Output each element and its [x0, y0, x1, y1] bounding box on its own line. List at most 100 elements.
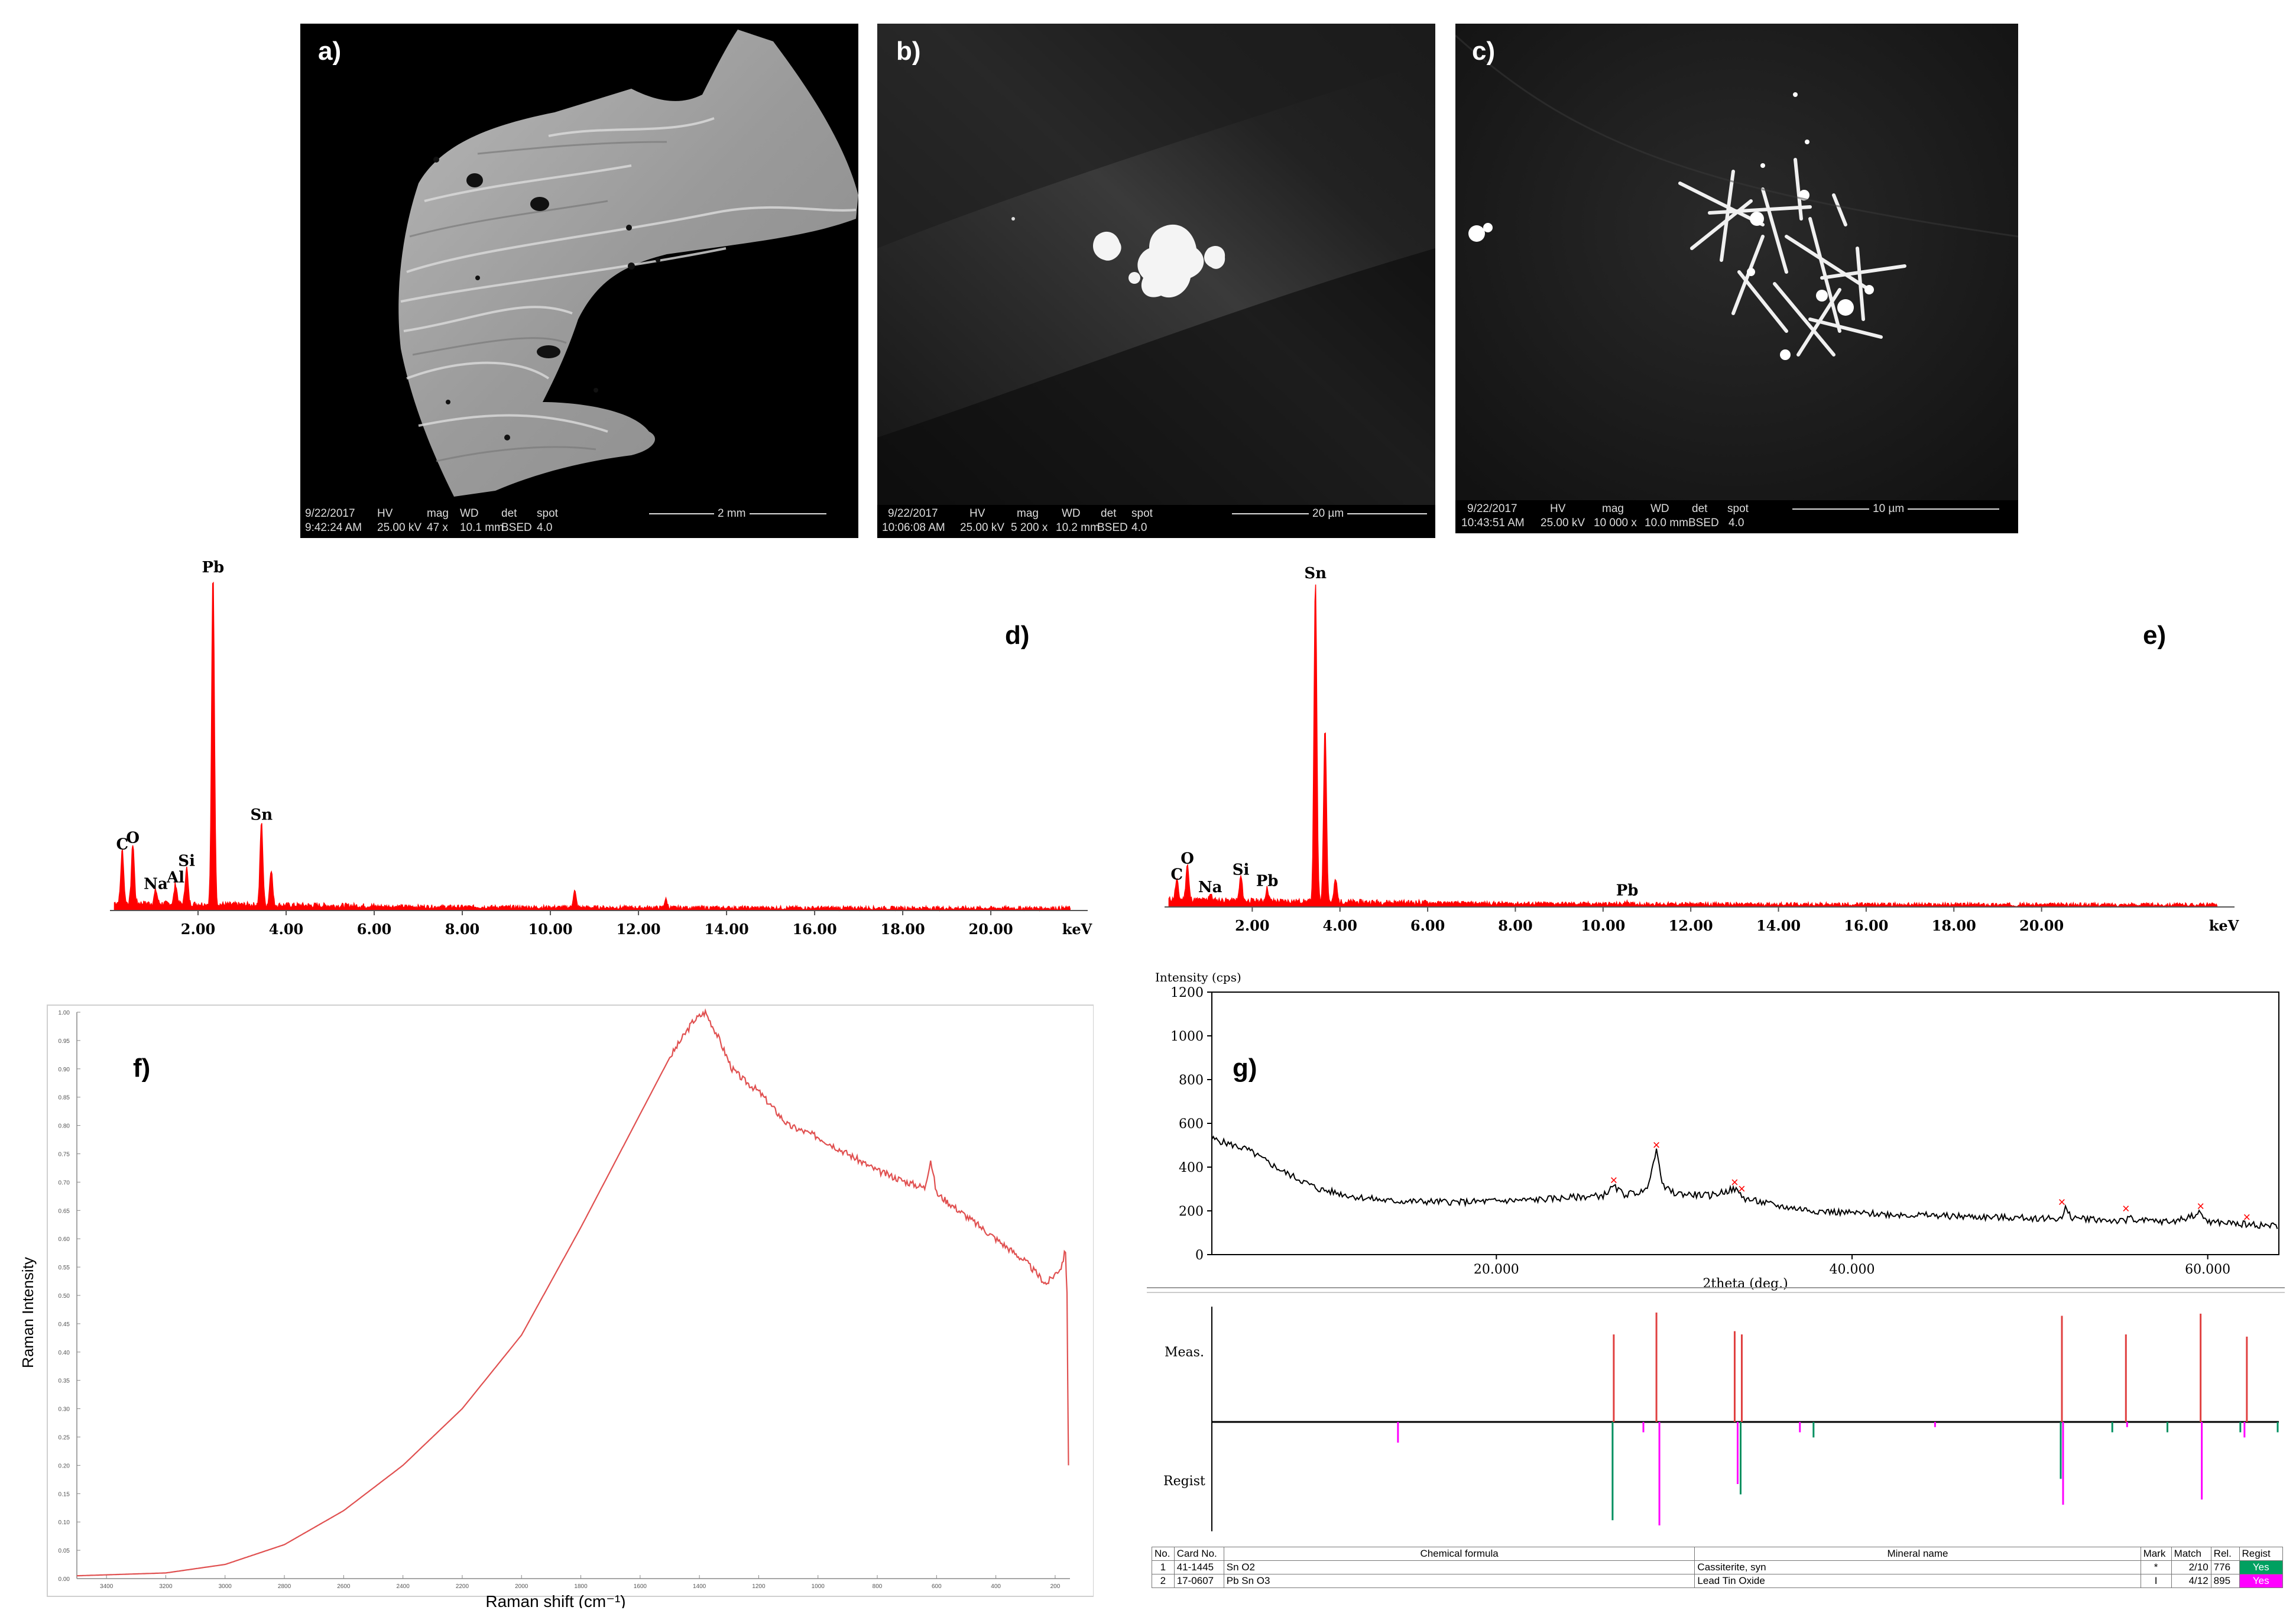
peak-marker: ×	[2058, 1194, 2066, 1209]
raman-spectrum-f: 1.00 0.95 0.90 0.85 0.80 0.75 0.70 0.65 0.60 0.55…	[19, 1005, 1094, 1608]
panel-label-g: g)	[1233, 1054, 1257, 1083]
x-tick-label: 3200	[159, 1583, 173, 1590]
x-tick-label: 2400	[397, 1583, 410, 1590]
table-header: Chemical formula	[1223, 1547, 1695, 1561]
sem-det: BSED	[501, 521, 532, 534]
table-header-row: No. Card No. Chemical formula Mineral na…	[1152, 1547, 2284, 1561]
sem-spot: 4.0	[1729, 517, 1744, 529]
panel-label-d: d)	[1005, 621, 1030, 650]
x-tick-label: 1800	[574, 1583, 588, 1590]
y-tick-label: 0.95	[59, 1038, 70, 1045]
xrd-pattern-g: Intensity (cps) 1200 1000 800 600 400 200 0 20.0…	[1147, 970, 2285, 1531]
y-tick-label: 0.80	[59, 1123, 70, 1130]
table-cell: Lead Tin Oxide	[1694, 1574, 2141, 1588]
table-header: Card No.	[1173, 1547, 1224, 1561]
y-tick-label: 800	[1179, 1073, 1204, 1088]
sem-wd: 10.1 mm	[460, 521, 504, 534]
x-tick-label: 12.00	[1669, 917, 1713, 934]
panel-label-f: f)	[133, 1054, 151, 1083]
table-cell: 776	[2210, 1560, 2240, 1574]
y-tick-label: 0.75	[59, 1152, 70, 1158]
y-tick-label: 0.15	[59, 1491, 70, 1498]
y-tick-label: 0.55	[59, 1265, 70, 1271]
x-tick-label: 14.00	[704, 921, 748, 938]
x-tick-label: 18.00	[881, 921, 925, 938]
plot-frame	[1211, 992, 2279, 1255]
sem-time: 9:42:24 AM	[305, 521, 362, 534]
sem-det-header: det	[1101, 507, 1117, 520]
x-tick-label: 3400	[100, 1583, 113, 1590]
x-tick-label: 16.00	[792, 921, 836, 938]
y-axis-label: Intensity (cps)	[1155, 970, 1241, 984]
y-tick-label: 0.20	[59, 1463, 70, 1469]
table-row: 1 41-1445 Sn O2 Cassiterite, syn * 2/10 …	[1152, 1560, 2284, 1574]
sem-wd: 10.0 mm	[1645, 517, 1688, 529]
table-cell: Pb Sn O3	[1223, 1574, 1695, 1588]
x-tick-label: 12.00	[616, 921, 660, 938]
x-tick-label: 4.00	[1322, 917, 1357, 934]
x-axis-label: keV	[2209, 917, 2239, 934]
x-tick-label: 2.00	[181, 921, 215, 938]
peak-marker: ×	[2243, 1210, 2250, 1224]
y-tick-label: 0	[1195, 1248, 1204, 1263]
y-tick-label: 0.10	[59, 1519, 70, 1526]
sem-mag-header: mag	[1602, 503, 1624, 515]
y-tick-label: 0.40	[59, 1350, 70, 1356]
x-tick-label: 20.00	[2019, 917, 2064, 934]
x-tick-label: 600	[932, 1583, 942, 1590]
x-axis-label: keV	[1062, 921, 1092, 938]
sem-image-b-graphic	[877, 24, 1435, 538]
sem-info-bar-b: 9/22/2017 10:06:08 AM HV 25.00 kV mag 5 …	[877, 505, 1435, 538]
raman-trace	[76, 1008, 1069, 1577]
xrd-trace	[1211, 1135, 2278, 1229]
x-axis-label: 2theta (deg.)	[1702, 1276, 1788, 1291]
y-tick-label: 0.45	[59, 1321, 70, 1328]
sem-det: BSED	[1688, 517, 1719, 529]
table-header: Regist	[2239, 1547, 2284, 1561]
peak-marker: ×	[1731, 1175, 1739, 1190]
sem-time: 10:06:08 AM	[882, 521, 945, 534]
regist-label: Regist	[1163, 1474, 1205, 1489]
sem-mag-header: mag	[1017, 507, 1039, 520]
x-tick-label: 2000	[515, 1583, 528, 1590]
sem-spot-header: spot	[537, 507, 558, 520]
sem-hv-header: HV	[1550, 503, 1566, 515]
scale-label: 20 µm	[1309, 507, 1348, 520]
sem-date: 9/22/2017	[1467, 503, 1517, 515]
sem-spot: 4.0	[537, 521, 553, 534]
y-tick-label: 0.60	[59, 1236, 70, 1243]
sem-spot-header: spot	[1131, 507, 1153, 520]
sem-hv: 25.00 kV	[377, 521, 421, 534]
y-tick-label: 400	[1179, 1161, 1204, 1175]
regist-cell: Yes	[2239, 1574, 2284, 1588]
table-cell: 17-0607	[1173, 1574, 1224, 1588]
y-tick-label: 1000	[1170, 1029, 1204, 1044]
x-tick-label: 400	[991, 1583, 1001, 1590]
sem-mag-header: mag	[427, 507, 449, 520]
x-tick-label: 18.00	[1932, 917, 1976, 934]
x-tick-label: 14.00	[1756, 917, 1801, 934]
peak-label: O	[126, 830, 140, 847]
peak-label: Pb	[202, 559, 224, 576]
x-tick-label: 40.000	[1830, 1262, 1875, 1277]
table-cell: I	[2140, 1574, 2172, 1588]
x-axis-label: Raman shift (cm⁻¹)	[485, 1592, 625, 1608]
scale-label: 10 µm	[1869, 503, 1908, 516]
y-tick-label: 600	[1179, 1117, 1204, 1132]
table-cell: 2/10	[2171, 1560, 2211, 1574]
peak-label: Pb	[1256, 872, 1279, 890]
sem-hv: 25.00 kV	[1541, 517, 1585, 529]
sem-info-bar-c: 9/22/2017 10:43:51 AM HV 25.00 kV mag 10…	[1455, 500, 2018, 533]
x-tick-label: 10.00	[1581, 917, 1625, 934]
phase-match-table: No. Card No. Chemical formula Mineral na…	[1152, 1547, 2284, 1588]
y-tick-label: 0.05	[59, 1548, 70, 1554]
x-tick-label: 800	[873, 1583, 883, 1590]
sem-hv: 25.00 kV	[960, 521, 1004, 534]
table-header: Mineral name	[1694, 1547, 2141, 1561]
table-cell: 4/12	[2171, 1574, 2211, 1588]
y-tick-label: 0.90	[59, 1067, 70, 1073]
x-tick-label: 2.00	[1235, 917, 1269, 934]
x-tick-label: 16.00	[1844, 917, 1888, 934]
sem-hv-header: HV	[969, 507, 985, 520]
sem-hv-header: HV	[377, 507, 393, 520]
